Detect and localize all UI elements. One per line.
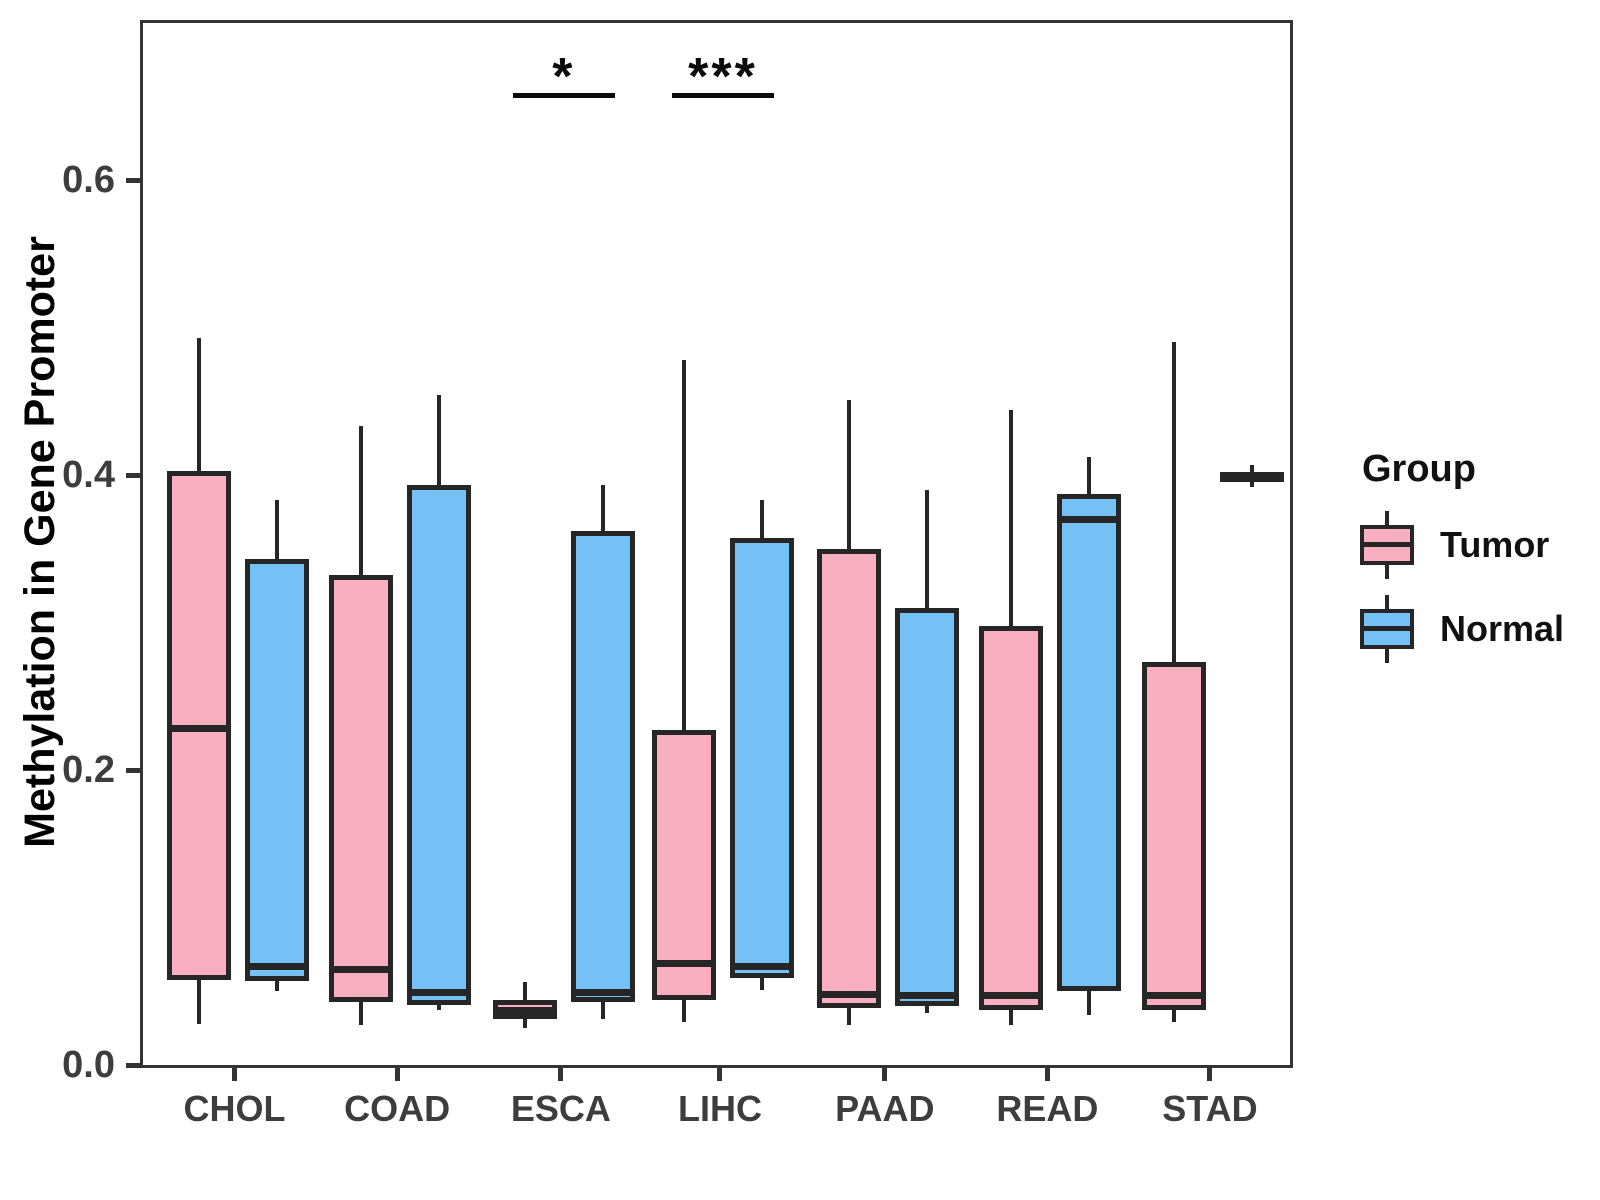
x-tick-label-STAD: STAD xyxy=(1162,1088,1258,1129)
median-PAAD-Tumor xyxy=(816,990,881,998)
x-tick-mark-COAD xyxy=(394,1068,400,1081)
y-tick-mark-0.6 xyxy=(126,178,140,183)
x-tick-label-COAD: COAD xyxy=(344,1088,451,1129)
box-CHOL-Normal xyxy=(244,559,309,981)
median-STAD-Tumor xyxy=(1141,992,1206,1000)
legend-glyph-median xyxy=(1360,626,1414,631)
significance-stars-LIHC: *** xyxy=(688,48,758,106)
legend-items: Tumor Normal xyxy=(1360,511,1564,663)
y-tick-mark-0.2 xyxy=(126,768,140,773)
y-tick-mark-0.0 xyxy=(126,1063,140,1068)
median-ESCA-Normal xyxy=(570,989,635,997)
box-STAD-Tumor xyxy=(1141,662,1206,1011)
median-PAAD-Normal xyxy=(894,992,959,1000)
x-tick-mark-PAAD xyxy=(882,1068,888,1081)
median-ESCA-Tumor xyxy=(492,1006,557,1014)
x-tick-label-PAAD: PAAD xyxy=(835,1088,935,1129)
x-tick-label-CHOL: CHOL xyxy=(183,1088,286,1129)
significance-bracket-LIHC xyxy=(671,93,774,98)
median-COAD-Normal xyxy=(407,989,472,997)
plot-panel: * *** xyxy=(140,20,1293,1068)
median-STAD-Normal xyxy=(1219,473,1284,481)
x-tick-label-LIHC: LIHC xyxy=(677,1088,762,1129)
median-READ-Tumor xyxy=(979,992,1044,1000)
median-CHOL-Tumor xyxy=(166,725,231,733)
x-tick-mark-ESCA xyxy=(558,1068,564,1081)
box-PAAD-Normal xyxy=(894,607,959,1007)
legend-item-normal: Normal xyxy=(1360,595,1564,663)
legend-glyph-whisker-bottom xyxy=(1385,565,1389,579)
box-LIHC-Tumor xyxy=(651,730,716,1001)
x-tick-mark-LIHC xyxy=(717,1068,723,1081)
legend-title: Group xyxy=(1362,448,1476,490)
legend-glyph-whisker-top xyxy=(1385,511,1389,525)
significance-stars-ESCA: * xyxy=(552,48,576,106)
median-LIHC-Tumor xyxy=(651,959,716,967)
y-tick-mark-0.4 xyxy=(126,473,140,478)
box-READ-Normal xyxy=(1057,494,1122,992)
whisker-LIHC-Tumor xyxy=(681,360,686,1023)
median-CHOL-Normal xyxy=(244,962,309,970)
legend-item-tumor: Tumor xyxy=(1360,511,1564,579)
box-PAAD-Tumor xyxy=(816,548,881,1008)
box-CHOL-Tumor xyxy=(166,470,231,980)
median-READ-Normal xyxy=(1057,515,1122,523)
y-tick-label-0.0: 0.0 xyxy=(62,1044,115,1086)
legend: Group Tumor Normal xyxy=(1360,448,1564,679)
x-tick-label-ESCA: ESCA xyxy=(510,1088,611,1129)
median-COAD-Tumor xyxy=(329,965,394,973)
x-tick-mark-READ xyxy=(1044,1068,1050,1081)
significance-bracket-ESCA xyxy=(512,93,615,98)
legend-boxplot-glyph-tumor xyxy=(1360,511,1414,579)
x-tick-mark-STAD xyxy=(1207,1068,1213,1081)
box-READ-Tumor xyxy=(979,625,1044,1011)
y-tick-label-0.2: 0.2 xyxy=(62,749,115,791)
median-LIHC-Normal xyxy=(729,962,794,970)
box-LIHC-Normal xyxy=(729,538,794,979)
legend-glyph-median xyxy=(1360,542,1414,547)
box-COAD-Tumor xyxy=(329,575,394,1002)
legend-item-label-tumor: Tumor xyxy=(1440,524,1550,565)
legend-item-label-normal: Normal xyxy=(1440,608,1565,649)
legend-glyph-whisker-top xyxy=(1385,595,1389,609)
y-tick-label-0.6: 0.6 xyxy=(62,159,115,201)
y-tick-label-0.4: 0.4 xyxy=(62,454,115,496)
x-tick-label-READ: READ xyxy=(996,1088,1099,1129)
legend-glyph-whisker-bottom xyxy=(1385,649,1389,663)
box-COAD-Normal xyxy=(407,485,472,1005)
legend-boxplot-glyph-normal xyxy=(1360,595,1414,663)
box-ESCA-Normal xyxy=(570,531,635,1002)
x-tick-mark-CHOL xyxy=(232,1068,238,1081)
